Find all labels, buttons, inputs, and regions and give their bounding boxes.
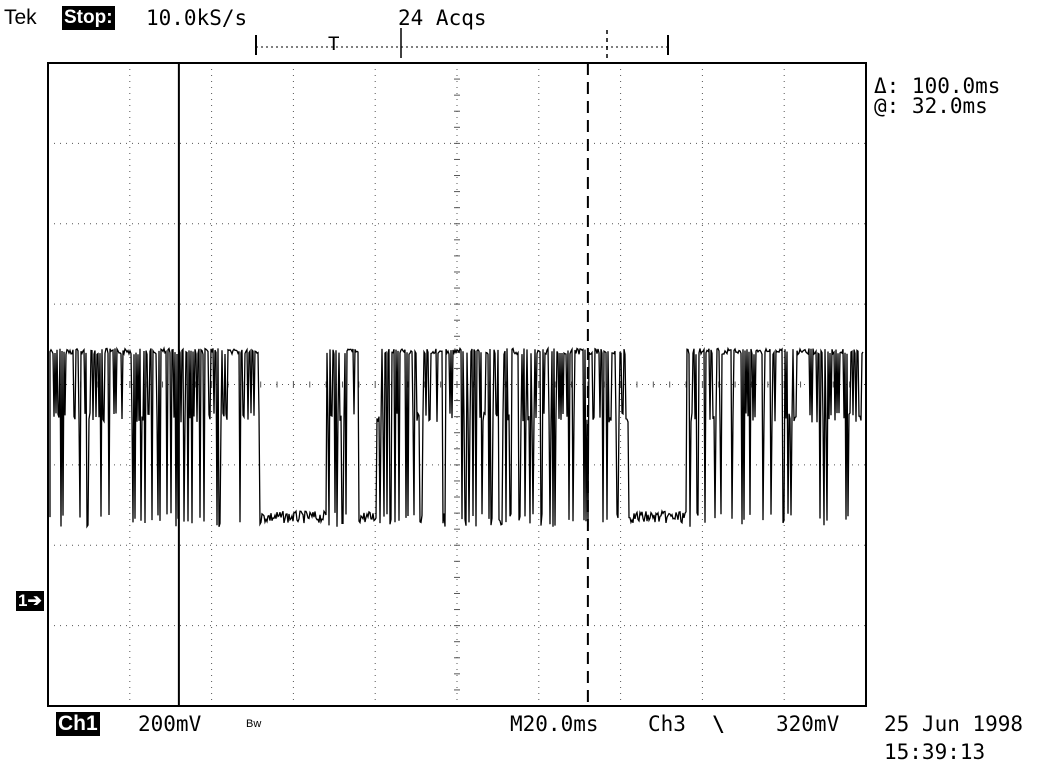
run-state-badge[interactable]: Stop: [62, 6, 115, 30]
trigger-slope-icon: \ [712, 712, 725, 736]
cursor-delta-readout: Δ: 100.0ms [874, 74, 1001, 98]
volts-per-div-readout: 200mV [138, 712, 202, 736]
trace-waveform [49, 346, 864, 529]
brand-label: Tek [4, 6, 37, 29]
channel-1-trace [49, 346, 864, 529]
record-bar-trigger-mark: T [328, 33, 340, 55]
trigger-level-readout: 320mV [776, 712, 840, 736]
cursor-position-readout: @: 32.0ms [874, 94, 988, 118]
timebase-readout: M20.0ms [510, 712, 599, 736]
trigger-source-readout: Ch3 [648, 712, 686, 736]
channel-1-ground-marker[interactable]: 1➔ [16, 591, 44, 611]
bandwidth-limit-indicator: Bw [246, 718, 262, 730]
record-length-bar [255, 28, 669, 58]
date-readout: 25 Jun 1998 [884, 712, 1024, 736]
graticule-frame [47, 62, 867, 707]
channel-1-label[interactable]: Ch1 [56, 712, 100, 736]
time-readout: 15:39:13 [884, 740, 986, 764]
sample-rate-readout: 10.0kS/s [146, 6, 248, 30]
graticule-grid [47, 62, 866, 706]
acquisition-count: 24 Acqs [398, 6, 487, 30]
